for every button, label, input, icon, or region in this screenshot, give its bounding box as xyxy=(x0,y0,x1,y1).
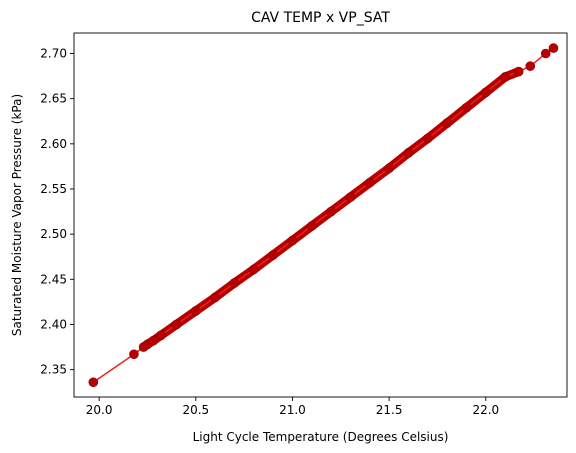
x-axis: 20.0 20.5 21.0 21.5 22.0 xyxy=(86,397,499,417)
data-point xyxy=(88,377,99,388)
data-point xyxy=(422,133,433,144)
y-axis-label: Saturated Moisture Vapor Pressure (kPa) xyxy=(10,94,24,336)
y-tick-label: 2.50 xyxy=(40,227,67,241)
y-tick-label: 2.70 xyxy=(40,47,67,61)
y-axis: 2.35 2.40 2.45 2.50 2.55 2.60 2.65 2.70 xyxy=(40,47,74,377)
data-point xyxy=(513,66,524,77)
data-point xyxy=(287,235,298,246)
data-point xyxy=(384,163,394,174)
y-tick-label: 2.40 xyxy=(40,317,67,331)
data-point xyxy=(229,278,240,288)
y-tick-label: 2.60 xyxy=(40,137,67,151)
data-point xyxy=(191,306,201,316)
plot-content xyxy=(88,43,559,388)
data-point xyxy=(364,177,375,188)
x-tick-label: 22.0 xyxy=(472,403,499,417)
data-point xyxy=(210,292,220,303)
x-tick-label: 20.0 xyxy=(86,403,113,417)
data-point xyxy=(268,250,278,260)
data-point xyxy=(156,330,166,341)
data-point xyxy=(148,335,159,346)
x-axis-label: Light Cycle Temperature (Degrees Celsius… xyxy=(193,430,449,444)
y-tick-label: 2.45 xyxy=(40,272,67,286)
data-point xyxy=(480,87,491,98)
data-point xyxy=(442,118,452,128)
data-point xyxy=(525,61,536,71)
y-tick-label: 2.35 xyxy=(40,363,67,377)
y-tick-label: 2.55 xyxy=(40,182,67,196)
data-point xyxy=(129,349,139,360)
y-tick-label: 2.65 xyxy=(40,92,67,106)
data-point xyxy=(540,48,551,59)
chart-title: CAV TEMP x VP_SAT xyxy=(251,10,390,26)
plot-frame xyxy=(73,32,568,398)
data-point xyxy=(548,43,559,53)
data-point xyxy=(403,148,414,158)
data-point xyxy=(171,319,182,330)
data-point xyxy=(306,221,317,231)
x-tick-label: 21.5 xyxy=(376,403,403,417)
data-point xyxy=(249,264,259,275)
data-point xyxy=(461,102,472,113)
data-point xyxy=(345,192,356,202)
data-point xyxy=(500,72,510,82)
data-point xyxy=(326,206,336,217)
x-tick-label: 21.0 xyxy=(279,403,306,417)
x-tick-label: 20.5 xyxy=(182,403,209,417)
